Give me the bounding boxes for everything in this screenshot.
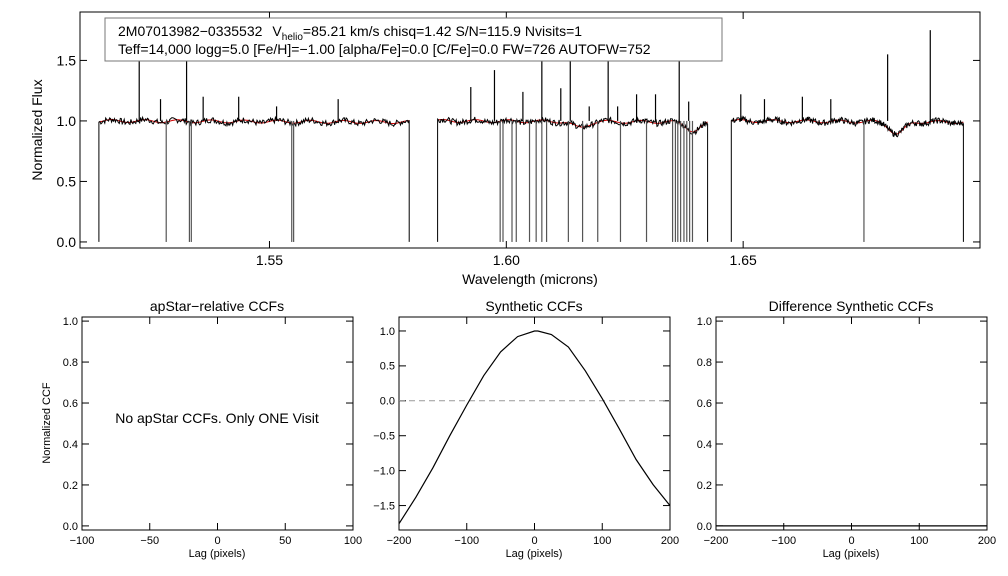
spectrum-line: [437, 116, 709, 242]
synthetic-ccf-x-tick-label: 0: [531, 535, 537, 547]
spectrum-panel: 1.55 1.60 1.65 0.0 0.5 1.0 1.5 Wavelength (mic…: [29, 11, 981, 287]
spectrum-frame: [79, 11, 981, 249]
difference-ccf-y-tick-label: 0.6: [697, 398, 712, 410]
apstar-ccf-y-tick-label: 0.0: [63, 521, 78, 533]
synthetic-ccf-x-tick-label: 200: [661, 535, 679, 547]
difference-ccf-title: Difference Synthetic CCFs: [769, 298, 934, 314]
apstar-ccf-x-tick-label: −100: [70, 535, 95, 547]
apstar-ccf-y-tick-label: 0.4: [63, 439, 78, 451]
apstar-ccf-x-tick-label: 50: [279, 535, 291, 547]
spectrum-y-tick-label: 1.5: [57, 52, 77, 68]
synthetic-ccf-tick-labels: −200 −100 0 100 200 −1.5 −1.0 −0.5 0.0 0.5 1.0: [373, 326, 679, 547]
spectrum-y-axis-label: Normalized Flux: [29, 79, 45, 180]
apstar-ccf-x-tick-label: −50: [140, 535, 159, 547]
spectrum-tick-labels: 1.55 1.60 1.65 0.0 0.5 1.0 1.5: [57, 52, 757, 268]
apstar-ccf-tick-labels: −100 −50 0 50 100 0.0 0.2 0.4 0.6 0.8 1.0: [63, 316, 362, 547]
no-ccf-message: No apStar CCFs. Only ONE Visit: [115, 410, 319, 426]
synthetic-ccf-y-tick-label: 1.0: [380, 326, 395, 338]
info-line-2: Teff=14,000 logg=5.0 [Fe/H]=−1.00 [alpha…: [118, 41, 651, 57]
apstar-ccf-title: apStar−relative CCFs: [150, 298, 284, 314]
spectrum-x-tick-label: 1.65: [730, 252, 757, 268]
object-id: 2M07013982−0335532: [118, 23, 263, 39]
apstar-ccf-y-tick-label: 0.6: [63, 398, 78, 410]
difference-ccf-tick-labels: −200 −100 0 100 200 0.0 0.2 0.4 0.6 0.8 1.0: [697, 316, 996, 547]
synthetic-ccf-frame: [398, 316, 671, 531]
spectrum-lines: [98, 19, 964, 242]
apstar-ccf-x-tick-label: 100: [344, 535, 362, 547]
difference-ccf-x-tick-label: 0: [848, 535, 854, 547]
difference-ccf-x-tick-label: 200: [978, 535, 996, 547]
synthetic-ccf-title: Synthetic CCFs: [485, 298, 582, 314]
difference-ccf-x-tick-label: 100: [910, 535, 928, 547]
info-line-1: 2M07013982−0335532 Vhelio=85.21 km/s chis…: [118, 23, 582, 43]
spectrum-x-tick-label: 1.60: [493, 252, 520, 268]
spectrum-line: [730, 115, 964, 242]
synthetic-ccf-y-tick-label: −1.0: [373, 465, 395, 477]
spectrum-line: [98, 115, 410, 242]
apstar-ccf-ticks: [81, 317, 354, 530]
difference-ccf-ticks: [715, 317, 988, 530]
difference-ccf-y-tick-label: 0.2: [697, 480, 712, 492]
difference-ccf-y-tick-label: 0.8: [697, 357, 712, 369]
synthetic-ccf-plot: [398, 330, 671, 525]
synthetic-ccf-line: [398, 330, 671, 525]
apstar-ccf-x-tick-label: 0: [214, 535, 220, 547]
info-line-1-rest: =85.21 km/s chisq=1.42 S/N=115.9 Nvisits…: [303, 23, 582, 39]
difference-ccf-y-tick-label: 1.0: [697, 316, 712, 328]
difference-ccf-frame: [715, 316, 988, 531]
synthetic-ccf-x-axis-label: Lag (pixels): [506, 548, 563, 560]
synthetic-ccf-ticks: [398, 317, 671, 530]
apstar-ccf-y-tick-label: 1.0: [63, 316, 78, 328]
vhelio-subscript: helio: [282, 32, 304, 43]
apstar-ccf-panel: apStar−relative CCFs −100 −50 0 50 100 0.0 0.2…: [41, 298, 362, 560]
difference-ccf-x-tick-label: −200: [704, 535, 729, 547]
synthetic-ccf-y-tick-label: 0.0: [380, 396, 395, 408]
synthetic-ccf-y-tick-label: −0.5: [373, 431, 395, 443]
spectrum-y-tick-label: 0.5: [57, 173, 77, 189]
info-box: [104, 17, 723, 62]
vhelio-symbol: V: [272, 23, 282, 39]
spectrum-x-axis-label: Wavelength (microns): [462, 271, 598, 287]
spectrum-y-tick-label: 1.0: [57, 113, 77, 129]
synthetic-ccf-y-tick-label: 0.5: [380, 361, 395, 373]
spectrum-y-tick-label: 0.0: [57, 234, 77, 250]
synthetic-ccf-x-tick-label: 100: [593, 535, 611, 547]
difference-ccf-x-tick-label: −100: [771, 535, 796, 547]
difference-ccf-x-axis-label: Lag (pixels): [823, 548, 880, 560]
spectrum-x-tick-label: 1.55: [256, 252, 283, 268]
apstar-ccf-y-tick-label: 0.2: [63, 480, 78, 492]
difference-ccf-panel: Difference Synthetic CCFs −200 −100 0 100 20…: [697, 298, 996, 560]
difference-ccf-y-tick-label: 0.0: [697, 521, 712, 533]
synthetic-ccf-panel: Synthetic CCFs −200 −100 0 100 200 −1.5 −1.0 −0…: [373, 298, 679, 560]
synthetic-ccf-x-tick-label: −200: [387, 535, 412, 547]
difference-ccf-y-tick-label: 0.4: [697, 439, 712, 451]
apstar-ccf-x-axis-label: Lag (pixels): [189, 548, 246, 560]
apstar-ccf-y-axis-label: Normalized CCF: [41, 382, 53, 464]
synthetic-ccf-y-tick-label: −1.5: [373, 500, 395, 512]
synthetic-ccf-x-tick-label: −100: [454, 535, 479, 547]
apstar-ccf-y-tick-label: 0.8: [63, 357, 78, 369]
